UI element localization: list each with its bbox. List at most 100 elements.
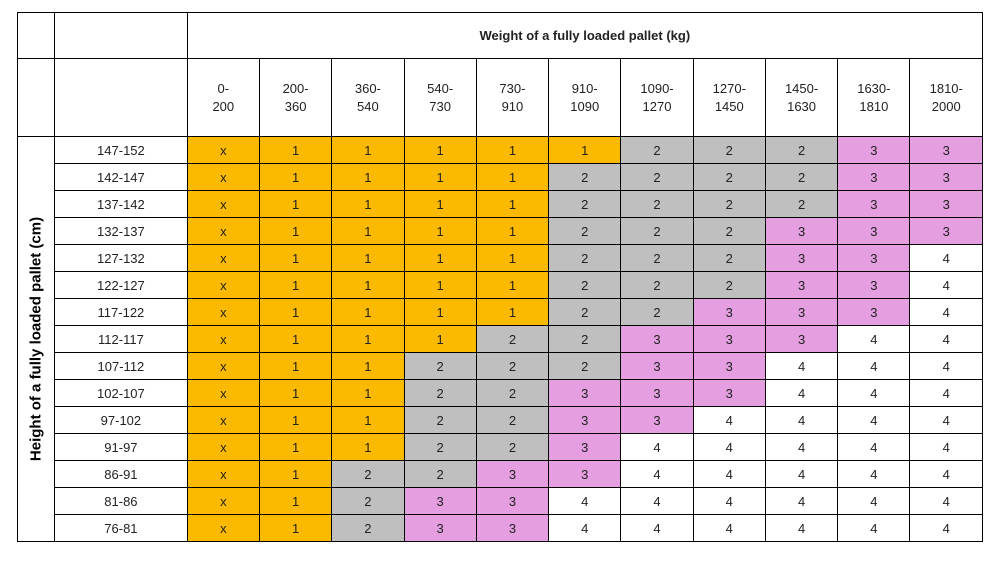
table-cell: 1: [475, 271, 550, 299]
table-cell: 4: [837, 460, 911, 488]
table-cell: 4: [764, 433, 839, 461]
table-cell: 2: [475, 352, 550, 380]
table-cell: 1: [331, 136, 405, 164]
table-cell: 2: [620, 163, 694, 191]
table-cell: 4: [909, 433, 983, 461]
table-row: 112-117 x 1 1 1 2 2 3 3 3 4 4: [18, 325, 983, 353]
table-cell: x: [186, 379, 260, 407]
table-cell: 3: [764, 271, 839, 299]
table-cell: 4: [909, 460, 983, 488]
corner-cell-left: [16, 58, 56, 137]
column-header: 1630- 1810: [837, 58, 911, 137]
table-cell: 4: [764, 514, 839, 542]
table-row: 102-107 x 1 1 2 2 3 3 3 4 4 4: [18, 379, 983, 407]
column-header: 0- 200: [186, 58, 260, 137]
column-header: 200- 360: [258, 58, 333, 137]
column-header: 730- 910: [475, 58, 550, 137]
table-cell: x: [186, 244, 260, 272]
table-cell: 3: [548, 433, 622, 461]
column-header: 1810- 2000: [909, 58, 983, 137]
table-cell: 4: [909, 487, 983, 515]
table-row: 86-91 x 1 2 2 3 3 4 4 4 4 4: [18, 460, 983, 488]
table-cell: 1: [331, 352, 405, 380]
table-cell: 4: [909, 325, 983, 353]
table-cell: 1: [258, 352, 333, 380]
table-cell: 3: [475, 487, 550, 515]
table-cell: 2: [403, 433, 477, 461]
table-cell: 3: [764, 217, 839, 245]
table-cell: x: [186, 298, 260, 326]
table-cell: 4: [837, 352, 911, 380]
table-cell: 1: [403, 271, 477, 299]
table-cell: 2: [403, 352, 477, 380]
table-cell: 2: [475, 433, 550, 461]
table-cell: 1: [403, 136, 477, 164]
table-cell: 2: [331, 460, 405, 488]
table-cell: 2: [620, 217, 694, 245]
table-cell: 3: [909, 163, 983, 191]
table-cell: 4: [909, 514, 983, 542]
row-label: 132-137: [54, 217, 188, 245]
row-label: 81-86: [54, 487, 188, 515]
table-cell: 1: [331, 217, 405, 245]
table-cell: 3: [692, 325, 766, 353]
table-row: 91-97 x 1 1 2 2 3 4 4 4 4 4: [18, 433, 983, 461]
table-cell: 2: [548, 352, 622, 380]
table-cell: 1: [331, 244, 405, 272]
table-cell: 1: [403, 217, 477, 245]
table-cell: 4: [692, 514, 766, 542]
table-cell: 2: [548, 325, 622, 353]
table-cell: 2: [764, 163, 839, 191]
table-cell: 2: [548, 163, 622, 191]
row-label: 137-142: [54, 190, 188, 218]
table-cell: 3: [475, 514, 550, 542]
table-cell: 2: [475, 379, 550, 407]
table-cell: 2: [692, 271, 766, 299]
row-label: 117-122: [54, 298, 188, 326]
table-cell: x: [186, 487, 260, 515]
table-cell: 1: [258, 136, 333, 164]
row-label: 86-91: [54, 460, 188, 488]
table-cell: 2: [620, 244, 694, 272]
table-cell: 1: [258, 163, 333, 191]
table-cell: 3: [620, 325, 694, 353]
table-cell: 4: [764, 460, 839, 488]
table-cell: 2: [692, 163, 766, 191]
table-cell: 3: [764, 244, 839, 272]
table-cell: 2: [764, 136, 839, 164]
table-cell: 1: [331, 325, 405, 353]
table-cell: 1: [258, 433, 333, 461]
table-cell: x: [186, 271, 260, 299]
column-header-row: 0- 200 200- 360 360- 540 540- 730 730- 910 91…: [16, 58, 983, 137]
table-cell: 4: [909, 352, 983, 380]
table-row: 137-142 x 1 1 1 1 2 2 2 2 3 3: [18, 190, 983, 218]
table-cell: 4: [692, 460, 766, 488]
table-cell: 4: [764, 379, 839, 407]
table-cell: 2: [403, 406, 477, 434]
table-row: 117-122 x 1 1 1 1 2 2 3 3 3 4: [18, 298, 983, 326]
table-cell: 2: [403, 460, 477, 488]
table-cell: 1: [403, 244, 477, 272]
table-cell: 3: [764, 325, 839, 353]
table-cell: 3: [692, 379, 766, 407]
table-cell: 2: [548, 217, 622, 245]
table-cell: 2: [692, 136, 766, 164]
table-cell: x: [186, 406, 260, 434]
table-cell: x: [186, 352, 260, 380]
table-cell: 2: [475, 406, 550, 434]
table-row: 132-137 x 1 1 1 1 2 2 2 3 3 3: [18, 217, 983, 245]
table-cell: 1: [403, 325, 477, 353]
table-row: 97-102 x 1 1 2 2 3 3 4 4 4 4: [18, 406, 983, 434]
table-cell: 1: [331, 298, 405, 326]
row-label: 147-152: [54, 136, 188, 164]
table-cell: 4: [837, 433, 911, 461]
table-cell: 3: [837, 190, 911, 218]
table-cell: 3: [909, 190, 983, 218]
table-cell: 4: [548, 487, 622, 515]
table-cell: 1: [258, 379, 333, 407]
table-cell: 1: [258, 271, 333, 299]
table-row: 81-86 x 1 2 3 3 4 4 4 4 4 4: [18, 487, 983, 515]
table-cell: 4: [764, 352, 839, 380]
table-cell: 4: [837, 514, 911, 542]
table-cell: x: [186, 136, 260, 164]
